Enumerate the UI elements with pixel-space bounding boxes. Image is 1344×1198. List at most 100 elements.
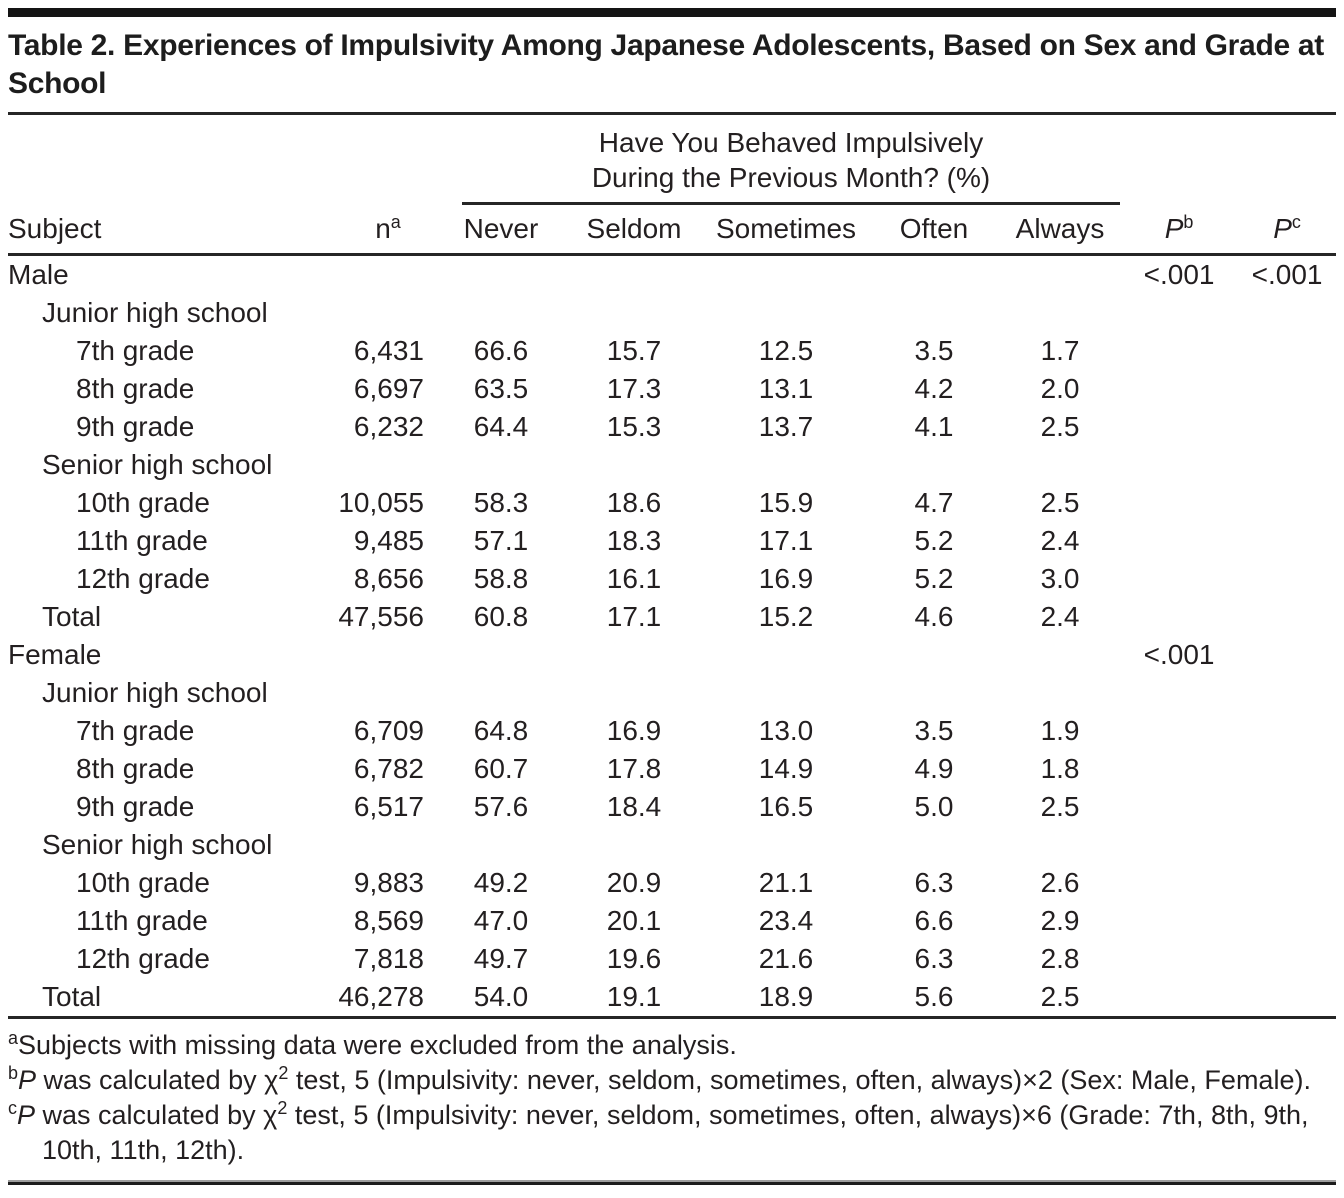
table-row: Junior high school bbox=[8, 674, 1336, 712]
spanning-header-row: Have You Behaved Impulsively During the … bbox=[8, 115, 1336, 205]
cell-often: 6.6 bbox=[914, 905, 954, 936]
col-header-pb: Pb bbox=[1120, 205, 1239, 256]
cell-seldom: 17.1 bbox=[606, 601, 662, 632]
cell-always bbox=[1000, 255, 1120, 295]
cell-never: 63.5 bbox=[473, 373, 529, 404]
cell-n: 6,782 bbox=[353, 753, 424, 784]
cell-pc bbox=[1238, 864, 1336, 902]
cell-n: 8,656 bbox=[353, 563, 424, 594]
title-divider bbox=[8, 112, 1336, 115]
cell-pc bbox=[1238, 788, 1336, 826]
spanning-header: Have You Behaved Impulsively During the … bbox=[438, 115, 1121, 205]
cell-often: 4.2 bbox=[914, 373, 954, 404]
cell-never: 58.3 bbox=[473, 487, 529, 518]
cell-always: 1.7 bbox=[1040, 335, 1080, 366]
cell-often: 6.3 bbox=[914, 867, 954, 898]
cell-pb bbox=[1120, 750, 1238, 788]
cell-sometimes: 16.5 bbox=[758, 791, 814, 822]
cell-pc bbox=[1238, 446, 1336, 484]
cell-pc: <.001 bbox=[1251, 259, 1323, 290]
cell-sometimes: 12.5 bbox=[758, 335, 814, 366]
cell-pb bbox=[1120, 978, 1239, 1019]
footnote-a: aSubjects with missing data were exclude… bbox=[8, 1028, 1336, 1063]
cell-sometimes: 15.2 bbox=[758, 601, 814, 632]
cell-often: 5.2 bbox=[914, 563, 954, 594]
row-label: 12th grade bbox=[76, 563, 210, 594]
row-label: Female bbox=[8, 639, 102, 670]
cell-often bbox=[868, 294, 1000, 332]
cell-sometimes: 17.1 bbox=[758, 525, 814, 556]
cell-sometimes bbox=[704, 674, 868, 712]
cell-often bbox=[868, 446, 1000, 484]
col-header-pc: Pc bbox=[1238, 205, 1337, 256]
cell-pc bbox=[1238, 408, 1336, 446]
cell-never bbox=[438, 294, 564, 332]
cell-often: 5.2 bbox=[914, 525, 954, 556]
row-label: 8th grade bbox=[76, 373, 195, 404]
cell-always: 2.5 bbox=[1000, 978, 1121, 1019]
row-label: 10th grade bbox=[76, 487, 210, 518]
cell-pc bbox=[1238, 370, 1336, 408]
table-row: 12th grade 8,656 58.8 16.1 16.9 5.2 3.0 bbox=[8, 560, 1336, 598]
bottom-rule bbox=[8, 1180, 1336, 1182]
cell-never: 66.6 bbox=[473, 335, 529, 366]
cell-seldom bbox=[564, 674, 704, 712]
table-row: 9th grade 6,517 57.6 18.4 16.5 5.0 2.5 bbox=[8, 788, 1336, 826]
cell-pb bbox=[1120, 864, 1238, 902]
table-row: 11th grade 8,569 47.0 20.1 23.4 6.6 2.9 bbox=[8, 902, 1336, 940]
spanning-header-line2: During the Previous Month? (%) bbox=[591, 162, 991, 193]
cell-pc bbox=[1238, 674, 1336, 712]
chi-squared-exponent: 2 bbox=[277, 1098, 288, 1118]
cell-always: 2.5 bbox=[1040, 487, 1080, 518]
cell-pb bbox=[1120, 674, 1238, 712]
table-row-male: Male <.001 <.001 bbox=[8, 255, 1336, 295]
cell-never: 58.8 bbox=[473, 563, 529, 594]
cell-often bbox=[868, 255, 1000, 295]
cell-never: 47.0 bbox=[473, 905, 529, 936]
cell-pc bbox=[1238, 902, 1336, 940]
cell-always: 2.6 bbox=[1040, 867, 1080, 898]
row-label: Junior high school bbox=[42, 297, 268, 328]
cell-n: 9,485 bbox=[353, 525, 424, 556]
cell-pb: <.001 bbox=[1143, 639, 1215, 670]
table-row-total-female: Total 46,278 54.0 19.1 18.9 5.6 2.5 bbox=[8, 978, 1337, 1019]
cell-often bbox=[868, 826, 1000, 864]
cell-sometimes: 18.9 bbox=[704, 978, 868, 1019]
cell-never bbox=[438, 255, 564, 295]
cell-n: 6,232 bbox=[353, 411, 424, 442]
cell-pb bbox=[1120, 940, 1238, 978]
row-label: Total bbox=[42, 601, 102, 632]
table-row-female: Female <.001 bbox=[8, 636, 1336, 674]
cell-pb bbox=[1120, 522, 1238, 560]
footnotes: aSubjects with missing data were exclude… bbox=[8, 1019, 1336, 1180]
cell-always: 1.9 bbox=[1040, 715, 1080, 746]
table-row: Senior high school bbox=[8, 826, 1336, 864]
table-title: Table 2. Experiences of Impulsivity Amon… bbox=[8, 29, 1324, 100]
cell-sometimes: 21.1 bbox=[758, 867, 814, 898]
cell-pc bbox=[1238, 940, 1336, 978]
cell-sometimes bbox=[704, 446, 868, 484]
table-row: 7th grade 6,709 64.8 16.9 13.0 3.5 1.9 bbox=[8, 712, 1336, 750]
cell-pb bbox=[1120, 826, 1238, 864]
footnote-b: bP was calculated by χ2 test, 5 (Impulsi… bbox=[8, 1063, 1311, 1095]
cell-sometimes: 15.9 bbox=[758, 487, 814, 518]
footnote-b-marker: b bbox=[8, 1063, 19, 1083]
cell-never: 49.7 bbox=[473, 943, 529, 974]
cell-seldom bbox=[564, 636, 704, 674]
cell-pc bbox=[1238, 294, 1336, 332]
col-header-often: Often bbox=[868, 205, 1000, 256]
table-row: 10th grade 9,883 49.2 20.9 21.1 6.3 2.6 bbox=[8, 864, 1336, 902]
table-row: Senior high school bbox=[8, 446, 1336, 484]
cell-pb bbox=[1120, 712, 1238, 750]
cell-always: 2.0 bbox=[1040, 373, 1080, 404]
cell-never: 60.7 bbox=[473, 753, 529, 784]
table-row: 8th grade 6,697 63.5 17.3 13.1 4.2 2.0 bbox=[8, 370, 1336, 408]
row-label: 9th grade bbox=[76, 411, 195, 442]
cell-pc bbox=[1238, 712, 1336, 750]
cell-always bbox=[1000, 636, 1120, 674]
cell-pb bbox=[1120, 484, 1238, 522]
cell-often: 4.9 bbox=[914, 753, 954, 784]
cell-always bbox=[1000, 674, 1120, 712]
cell-n bbox=[338, 446, 438, 484]
